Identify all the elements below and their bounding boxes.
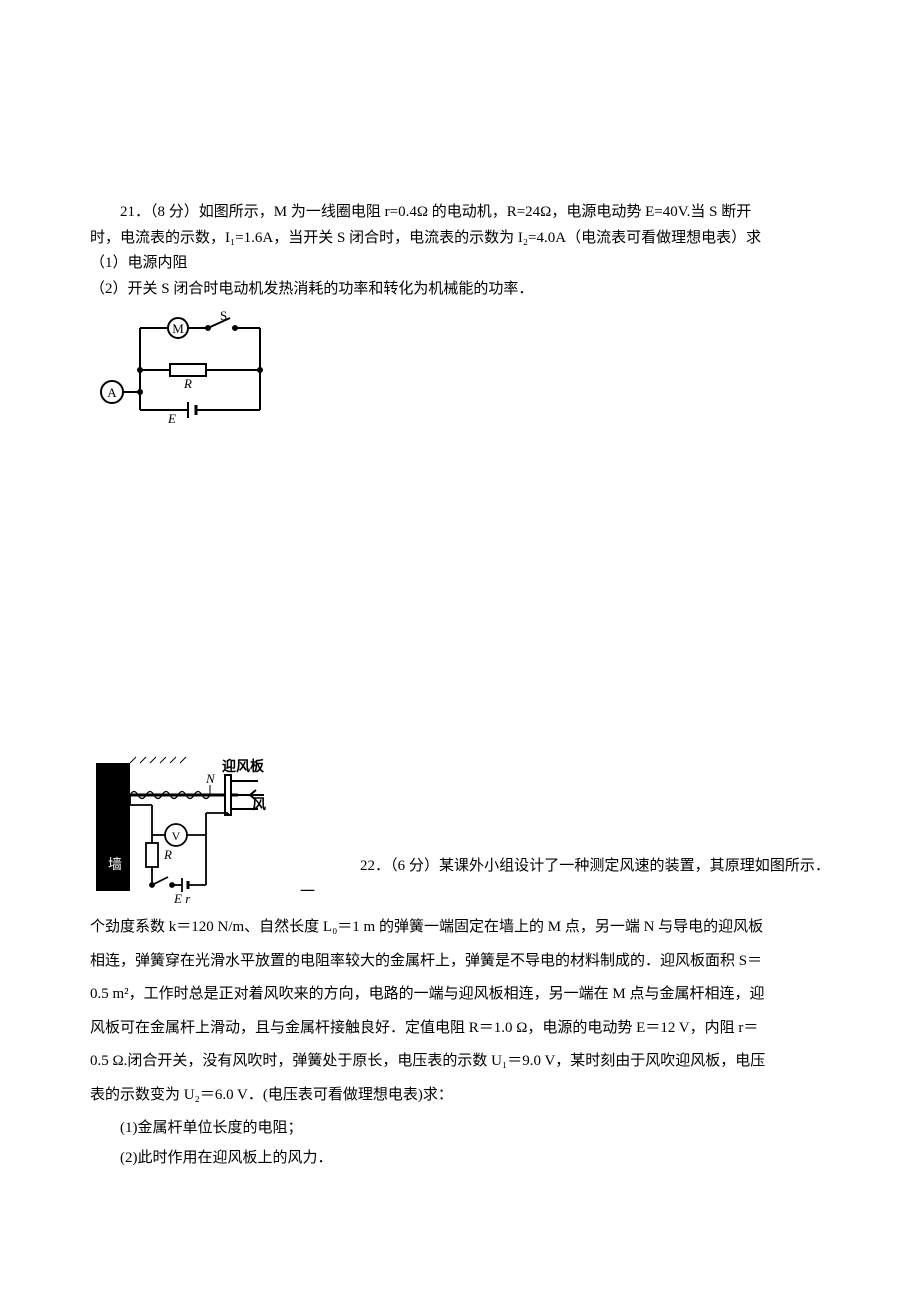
q21-fig-label-motor: M — [172, 321, 184, 336]
q21-fig-label-ammeter: A — [107, 385, 117, 400]
q22-fig-label-resistor: R — [163, 847, 172, 862]
q21-fig-label-switch: S — [220, 310, 227, 323]
q22-body2: 相连，弹簧穿在光滑水平放置的电阻率较大的金属杆上，弹簧是不导电的材料制成的．迎风… — [90, 949, 830, 975]
q22-lead-line: 22．（6 分）某课外小组设计了一种测定风速的装置，其原理如图所示．一 — [300, 854, 830, 905]
q22-body4: 风板可在金属杆上滑动，且与金属杆接触良好．定值电阻 R＝1.0 Ω，电源的电动势… — [90, 1016, 830, 1042]
q22-fig-label-windplate: 迎风板 — [222, 758, 265, 775]
q21-number: 21． — [120, 204, 150, 220]
q21-fig-label-resistor: R — [183, 376, 192, 391]
q21-line1: 21．（8 分）如图所示，M 为一线圈电阻 r=0.4Ω 的电动机，R=24Ω，… — [90, 200, 830, 226]
q22-fig-label-wind: 风 — [252, 797, 266, 813]
q21-text1: 如图所示，M 为一线圈电阻 r=0.4Ω 的电动机，R=24Ω，电源电动势 E=… — [199, 204, 751, 220]
q22-number: 22． — [360, 858, 390, 874]
q22-points: （6 分） — [390, 858, 439, 874]
q22-fig-label-n: N — [205, 771, 216, 786]
question-21: 21．（8 分）如图所示，M 为一线圈电阻 r=0.4Ω 的电动机，R=24Ω，… — [90, 200, 830, 435]
q22-sub2: (2)此时作用在迎风板上的风力． — [90, 1146, 830, 1172]
q22-fig-label-emf: E r — [173, 891, 191, 906]
q22-figure: 墙 迎风板 风 N V R E r — [90, 755, 270, 915]
q21-line2: 时，电流表的示数，I₁=1.6A，当开关 S 闭合时，电流表的示数为 I₂=4.… — [90, 226, 830, 252]
q22-fig-label-wall: 墙 — [108, 857, 122, 873]
q21-fig-label-emf: E — [167, 411, 176, 426]
q21-sub2: （2）开关 S 闭合时电动机发热消耗的功率和转化为机械能的功率． — [90, 277, 830, 303]
q22-sub1: (1)金属杆单位长度的电阻； — [90, 1116, 830, 1142]
q22-body1: 个劲度系数 k＝120 N/m、自然长度 L₀＝1 m 的弹簧一端固定在墙上的 … — [90, 915, 830, 941]
q22-body5: 0.5 Ω.闭合开关，没有风吹时，弹簧处于原长，电压表的示数 U₁＝9.0 V，… — [90, 1049, 830, 1075]
q21-points: （8 分） — [150, 204, 199, 220]
q22-body3: 0.5 m²，工作时总是正对着风吹来的方向，电路的一端与迎风板相连，另一端在 M… — [90, 982, 830, 1008]
q22-fig-label-voltmeter: V — [172, 829, 181, 843]
q21-figure: M S R A E — [90, 310, 830, 435]
question-22: 墙 迎风板 风 N V R E r 22．（6 分）某课外小组设计了一种测定风速… — [90, 755, 830, 1171]
q22-body6: 表的示数变为 U₂＝6.0 V．(电压表可看做理想电表)求： — [90, 1083, 830, 1109]
q21-sub1: （1）电源内阻 — [90, 251, 830, 277]
